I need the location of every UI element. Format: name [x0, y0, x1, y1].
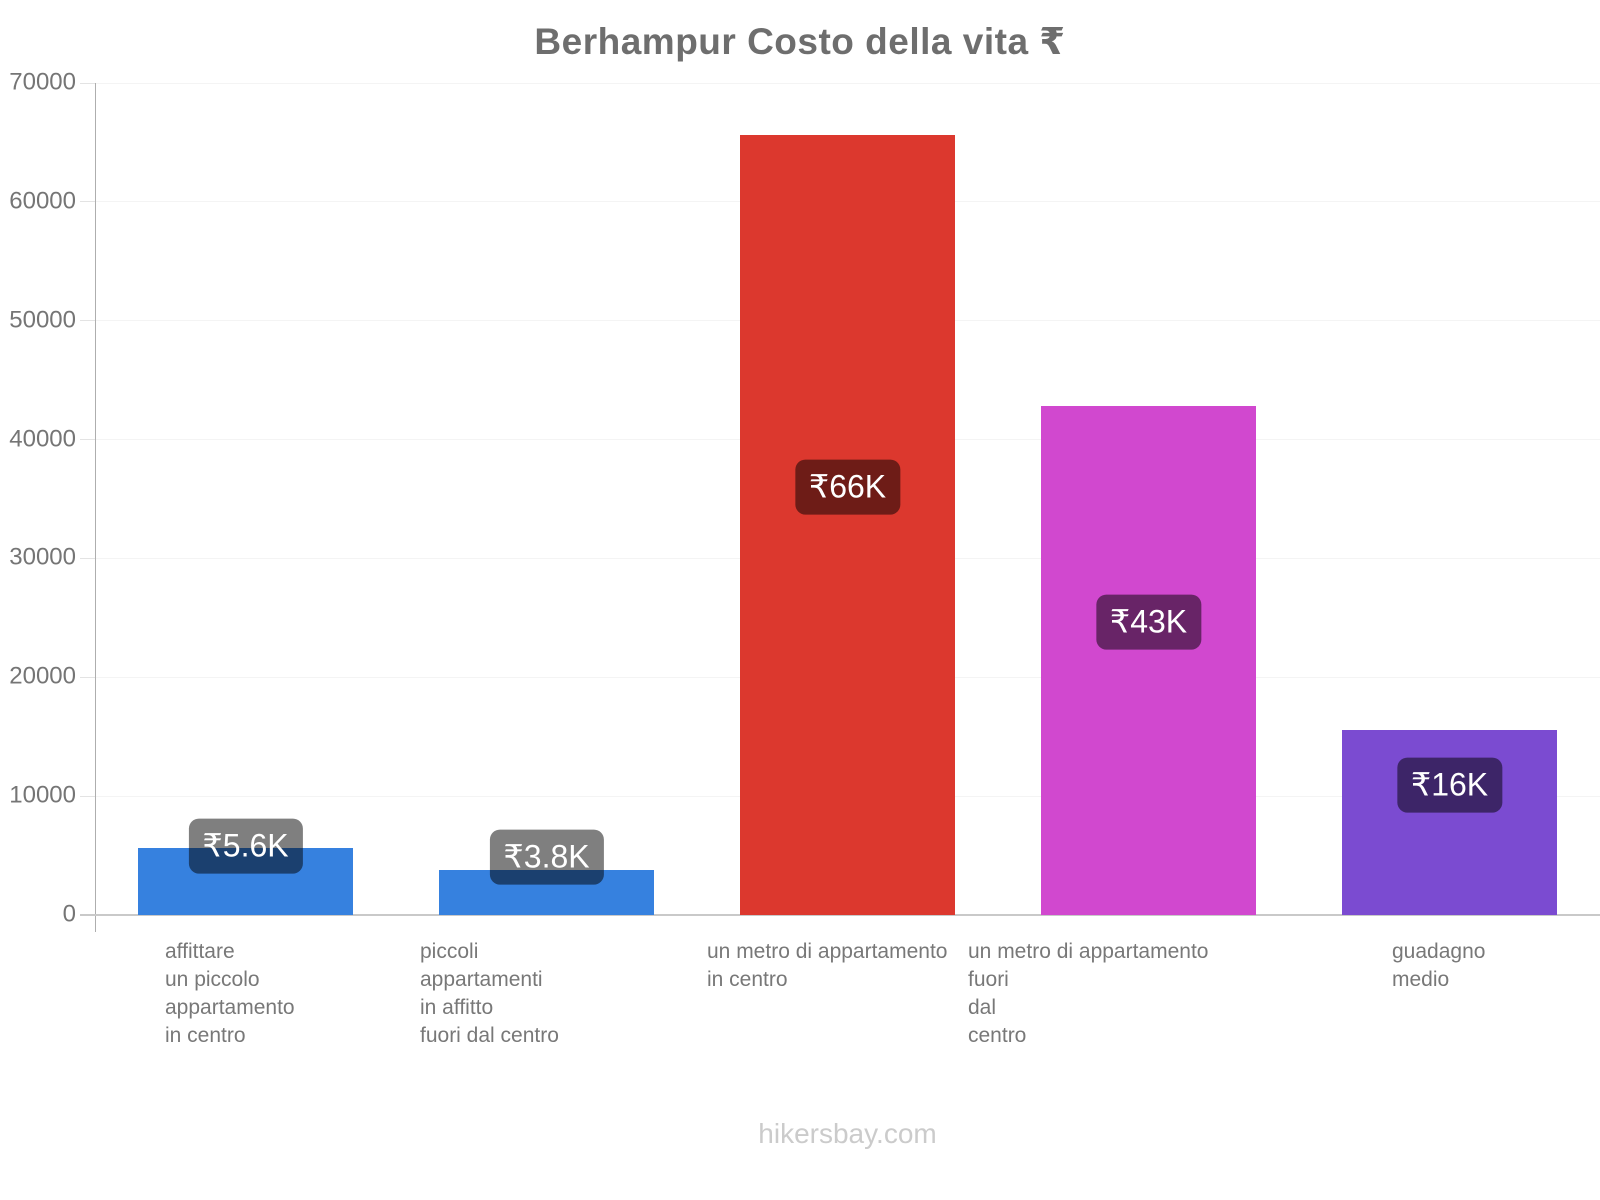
y-axis-tick-label: 70000: [9, 68, 76, 96]
y-axis-tick-label: 10000: [9, 781, 76, 809]
value-badge: ₹43K: [1095, 594, 1202, 650]
y-axis-tick-label: 60000: [9, 187, 76, 215]
y-axis-tick-label: 0: [62, 900, 76, 928]
chart-title: Berhampur Costo della vita ₹: [534, 21, 1066, 62]
category-label: un metro di appartamento in centro: [707, 940, 948, 991]
value-badge: ₹3.8K: [489, 829, 604, 885]
y-axis-tick: [80, 557, 95, 559]
category-label: un metro di appartamento fuori dal centr…: [968, 940, 1209, 1047]
y-axis-tick: [80, 439, 95, 441]
y-axis-tick: [80, 320, 95, 322]
value-badge: ₹66K: [794, 459, 901, 515]
y-axis-tick: [80, 82, 95, 84]
bar: [1041, 406, 1256, 915]
category-label: affittare un piccolo appartamento in cen…: [165, 940, 295, 1047]
y-axis-tick: [80, 201, 95, 203]
bar: [740, 135, 955, 915]
y-axis-tick-label: 40000: [9, 425, 76, 453]
category-label: guadagno medio: [1392, 940, 1486, 991]
x-axis-line: [80, 914, 1600, 916]
y-gridline: [95, 82, 1600, 84]
y-axis-line: [95, 83, 96, 932]
value-badge: ₹16K: [1396, 757, 1503, 813]
category-label: piccoli appartamenti in affitto fuori da…: [420, 940, 559, 1047]
y-axis-tick: [80, 795, 95, 797]
value-badge: ₹5.6K: [188, 818, 303, 874]
y-axis-tick-label: 20000: [9, 662, 76, 690]
y-axis-tick-label: 30000: [9, 543, 76, 571]
site-watermark: hikersbay.com: [758, 1118, 937, 1149]
y-axis-tick: [80, 676, 95, 678]
y-axis-tick-label: 50000: [9, 306, 76, 334]
